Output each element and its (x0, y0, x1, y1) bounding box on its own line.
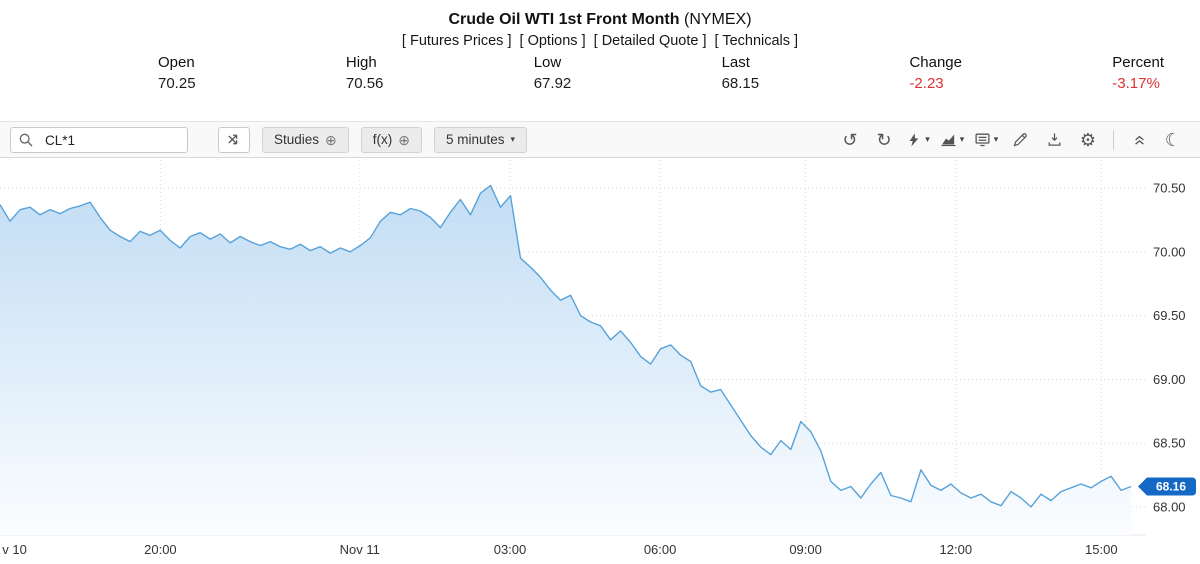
quote-low-value: 67.92 (533, 75, 572, 92)
quote-high: High 70.56 (346, 55, 384, 91)
quote-low: Low 67.92 (534, 55, 572, 91)
symbol-search-input[interactable] (43, 128, 183, 153)
redo-button[interactable]: ↻ (867, 125, 901, 155)
quote-open: Open 70.25 (158, 55, 196, 91)
price-chart[interactable]: 70.50 70.00 69.50 69.00 68.50 68.00 v 10 20:00 N… (0, 158, 1200, 564)
studies-button[interactable]: Studies ⊕ (262, 126, 349, 153)
area-chart-icon (941, 134, 956, 147)
quote-percent-value: -3.17% (1112, 75, 1160, 92)
chevron-down-icon: ▾ (959, 134, 965, 144)
chevron-down-icon: ▾ (925, 134, 930, 144)
price-line (0, 184, 1132, 508)
compare-icon (227, 134, 237, 145)
display-icon (975, 133, 990, 147)
download-icon (1048, 133, 1060, 146)
y-axis-label[interactable]: 68.50 (1153, 436, 1186, 451)
price-area (0, 185, 1132, 535)
quote-last-value: 68.15 (721, 75, 760, 92)
quote-links: [ Futures Prices ] [ Options ] [ Detaile… (0, 33, 1200, 49)
x-axis-label[interactable]: 12:00 (940, 542, 973, 557)
page-title: Crude Oil WTI 1st Front Month (NYMEX) (0, 11, 1200, 29)
chart-toolbar: Studies ⊕ f(x) ⊕ 5 minutes ▾ ↺ ↻ ▾ ▾ (0, 121, 1200, 158)
plus-circle-icon: ⊕ (325, 131, 337, 148)
quote-header: Crude Oil WTI 1st Front Month (NYMEX) [ … (0, 11, 1200, 49)
last-price-badge (1138, 477, 1196, 496)
compare-button[interactable] (218, 126, 250, 153)
search-icon (19, 133, 33, 146)
y-axis-label[interactable]: 68.00 (1153, 499, 1186, 514)
y-axis-label[interactable]: 70.00 (1153, 244, 1186, 259)
quote-percent: Percent -3.17% (1112, 55, 1164, 91)
quote-summary-row: Open 70.25 High 70.56 Low 67.92 Last 68.… (158, 55, 1164, 91)
exchange-label: (NYMEX) (683, 11, 752, 28)
link-options[interactable]: [ Options ] (519, 33, 586, 49)
quote-low-label: Low (533, 54, 562, 71)
symbol-search-box[interactable] (10, 126, 188, 153)
lightning-icon (909, 132, 919, 147)
download-button[interactable] (1037, 125, 1071, 155)
quote-change-label: Change (909, 54, 962, 71)
quote-last: Last 68.15 (722, 55, 760, 91)
quote-open-value: 70.25 (158, 75, 196, 92)
x-axis-label[interactable]: 09:00 (789, 542, 822, 557)
settings-button[interactable]: ⚙ (1071, 125, 1105, 155)
undo-icon: ↺ (842, 129, 858, 150)
x-axis-label[interactable]: 20:00 (144, 542, 177, 557)
gear-icon: ⚙ (1079, 129, 1097, 150)
periodicity-dropdown[interactable]: 5 minutes ▾ (434, 126, 528, 153)
plus-circle-icon: ⊕ (398, 131, 410, 148)
last-price-label: 68.16 (1156, 480, 1186, 494)
periodicity-label: 5 minutes (446, 132, 505, 147)
quote-high-value: 70.56 (345, 75, 384, 92)
y-axis-label[interactable]: 69.50 (1153, 308, 1186, 323)
chart-style-button[interactable]: ▾ (935, 125, 969, 155)
toolbar-separator (1113, 129, 1114, 150)
quote-last-label: Last (721, 54, 750, 71)
quote-change: Change -2.23 (909, 55, 962, 91)
undo-button[interactable]: ↺ (833, 125, 867, 155)
quote-high-label: High (345, 54, 377, 71)
x-axis-label[interactable]: 03:00 (494, 542, 527, 557)
y-axis-label[interactable]: 69.00 (1153, 372, 1186, 387)
x-axis-label[interactable]: 06:00 (644, 542, 677, 557)
quote-percent-label: Percent (1112, 54, 1164, 71)
chevron-down-icon: ▾ (993, 134, 999, 144)
link-technicals[interactable]: [ Technicals ] (714, 33, 799, 49)
link-detailed-quote[interactable]: [ Detailed Quote ] (593, 33, 707, 49)
collapse-toolbar-button[interactable] (1122, 125, 1156, 155)
chevron-down-icon: ▾ (510, 134, 516, 144)
instrument-title: Crude Oil WTI 1st Front Month (448, 11, 680, 28)
functions-button[interactable]: f(x) ⊕ (360, 126, 422, 153)
draw-button[interactable] (1003, 125, 1037, 155)
x-axis-label[interactable]: Nov 11 (340, 542, 380, 557)
y-axis-label[interactable]: 70.50 (1153, 181, 1186, 196)
redo-icon: ↻ (876, 129, 892, 150)
link-futures-prices[interactable]: [ Futures Prices ] (401, 33, 512, 49)
studies-label: Studies (274, 132, 320, 147)
pencil-icon (1013, 133, 1027, 147)
display-settings-button[interactable]: ▾ (969, 125, 1003, 155)
moon-icon: ☾ (1164, 129, 1182, 150)
theme-toggle-button[interactable]: ☾ (1156, 125, 1190, 155)
quote-change-value: -2.23 (909, 75, 944, 92)
x-axis-label[interactable]: 15:00 (1085, 542, 1118, 557)
double-chevron-up-icon (1134, 135, 1144, 145)
functions-label: f(x) (372, 132, 393, 147)
events-button[interactable]: ▾ (901, 125, 935, 155)
toolbar-right-icons: ↺ ↻ ▾ ▾ ▾ (833, 125, 1190, 155)
x-axis-label[interactable]: v 10 (2, 542, 27, 557)
quote-open-label: Open (158, 54, 195, 71)
